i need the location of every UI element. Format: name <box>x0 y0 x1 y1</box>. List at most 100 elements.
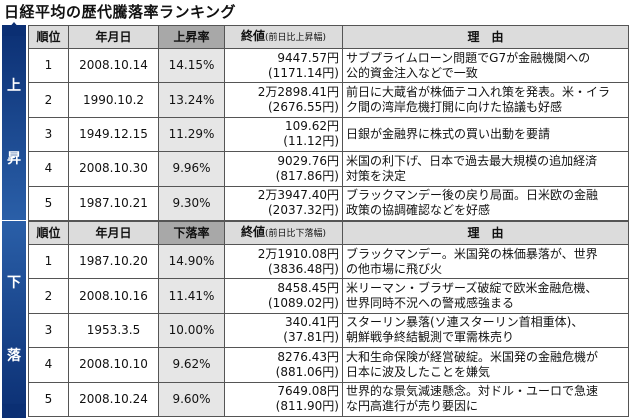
close-value: 7649.08円 <box>277 384 339 399</box>
table-row: 5 1987.10.21 9.30% 2万3947.40円 (2037.32円) ブラック… <box>28 185 629 221</box>
rate-cell: 9.60% <box>158 381 225 417</box>
reason-line: 大和生命保険が経営破綻。米国発の金融危機が <box>346 349 599 364</box>
table-row: 4 2008.10.30 9.96% 9029.76円 (817.86円) 米国の利下げ、… <box>28 151 629 187</box>
table-row: 1 1987.10.20 14.90% 2万1910.08円 (3836.48円) ブラッ… <box>28 243 629 280</box>
close-value: 109.62円 <box>285 119 339 134</box>
close-value: 2万1910.08円 <box>257 246 339 261</box>
reason-line: ク間の湾岸危機打開に向けた協議も好感 <box>346 100 563 115</box>
table-header-row: 順位 年月日 下落率 終値(前日比下落幅) 理 由 <box>28 221 629 245</box>
reason-line: ブラックマンデー。米国発の株価暴落が、世界 <box>346 246 598 261</box>
date-cell: 1987.10.20 <box>68 243 159 280</box>
sidebar-fall-char-2: 落 <box>7 347 21 364</box>
rank-cell: 5 <box>28 185 69 221</box>
rate-cell: 10.00% <box>158 312 225 349</box>
reason-cell: 世界的な景気減速懸念。対ドル・ユーロで急速 な円高進行が売り要因に <box>342 381 629 417</box>
reason-cell: ブラックマンデー。米国発の株価暴落が、世界 の他市場に飛び火 <box>342 243 629 280</box>
rate-cell: 14.90% <box>158 243 225 280</box>
reason-line: 日本に波及したことを嫌気 <box>346 364 491 379</box>
rise-ranking-table: 順位 年月日 上昇率 終値(前日比上昇幅) 理 由 1 2008.10.14 14.… <box>28 25 629 221</box>
close-value: 8276.43円 <box>277 349 339 364</box>
reason-line: 米リーマン・ブラザーズ破綻で欧米金融危機、 <box>346 281 598 296</box>
reason-cell: 日銀が金融界に株式の買い出動を要請 <box>342 116 629 153</box>
reason-line: 対策を決定 <box>346 168 407 183</box>
rank-cell: 4 <box>28 151 69 187</box>
reason-line: 世界的な景気減速懸念。対ドル・ユーロで急速 <box>346 384 599 399</box>
rate-cell: 9.62% <box>158 347 225 383</box>
sidebar-fall: 下 落 <box>2 221 26 418</box>
date-cell: 2008.10.14 <box>68 47 159 84</box>
header-close-label: 終値 <box>240 224 265 239</box>
header-rank: 順位 <box>28 221 69 245</box>
reason-line: 公的資金注入などで一致 <box>346 65 478 80</box>
close-value: 9447.57円 <box>277 50 339 65</box>
header-date: 年月日 <box>68 25 159 49</box>
rate-cell: 14.15% <box>158 47 225 84</box>
reason-cell: サブプライムローン問題でG7が金融機関への 公的資金注入などで一致 <box>342 47 629 84</box>
rank-cell: 1 <box>28 47 69 84</box>
close-cell: 8276.43円 (881.06円) <box>224 347 343 383</box>
header-close-label: 終値 <box>240 28 265 43</box>
arrow-down-icon <box>2 404 26 418</box>
date-cell: 1953.3.5 <box>68 312 159 349</box>
reason-cell: 米リーマン・ブラザーズ破綻で欧米金融危機、 世界同時不況への警戒感強まる <box>342 278 629 314</box>
close-value: 2万2898.41円 <box>257 85 339 100</box>
header-fall-rate: 下落率 <box>158 221 225 245</box>
date-cell: 1987.10.21 <box>68 185 159 221</box>
table-row: 1 2008.10.14 14.15% 9447.57円 (1171.14円) サブプライ… <box>28 47 629 84</box>
rate-cell: 11.29% <box>158 116 225 153</box>
rate-cell: 13.24% <box>158 82 225 118</box>
change-value: (881.06円) <box>275 364 339 379</box>
reason-cell: スターリン暴落(ソ連スターリン首相重体)、 朝鮮戦争終結観測で軍需株売り <box>342 312 629 349</box>
rank-cell: 5 <box>28 381 69 417</box>
close-cell: 2万1910.08円 (3836.48円) <box>224 243 343 280</box>
close-cell: 9447.57円 (1171.14円) <box>224 47 343 84</box>
date-cell: 2008.10.24 <box>68 381 159 417</box>
reason-cell: ブラックマンデー後の戻り局面。日米欧の金融 政策の協調確認などを好感 <box>342 185 629 221</box>
rank-cell: 1 <box>28 243 69 280</box>
change-value: (3836.48円) <box>268 261 339 276</box>
rank-cell: 2 <box>28 278 69 314</box>
close-cell: 9029.76円 (817.86円) <box>224 151 343 187</box>
reason-line: 米国の利下げ、日本で過去最大規模の追加経済 <box>346 153 598 168</box>
rank-cell: 3 <box>28 116 69 153</box>
close-cell: 2万2898.41円 (2676.55円) <box>224 82 343 118</box>
change-value: (2676.55円) <box>268 100 339 115</box>
header-reason: 理 由 <box>342 25 629 49</box>
sidebar-fall-char-1: 下 <box>7 274 21 291</box>
change-value: (1089.02円) <box>268 296 339 311</box>
reason-line: 日銀が金融界に株式の買い出動を要請 <box>346 126 551 141</box>
table-row: 2 1990.10.2 13.24% 2万2898.41円 (2676.55円) 前日に大… <box>28 82 629 118</box>
rate-cell: 11.41% <box>158 278 225 314</box>
close-value: 2万3947.40円 <box>257 188 339 203</box>
table-row: 2 2008.10.16 11.41% 8458.45円 (1089.02円) 米リーマン… <box>28 278 629 314</box>
reason-line: サブプライムローン問題でG7が金融機関への <box>346 50 591 65</box>
date-cell: 2008.10.10 <box>68 347 159 383</box>
close-value: 8458.45円 <box>277 281 339 296</box>
change-value: (2037.32円) <box>268 203 339 218</box>
header-close: 終値(前日比下落幅) <box>224 221 343 245</box>
reason-cell: 米国の利下げ、日本で過去最大規模の追加経済 対策を決定 <box>342 151 629 187</box>
reason-line: 前日に大蔵省が株価テコ入れ策を発表。米・イラ <box>346 85 611 100</box>
header-reason: 理 由 <box>342 221 629 245</box>
date-cell: 2008.10.16 <box>68 278 159 314</box>
rate-cell: 9.96% <box>158 151 225 187</box>
close-value: 9029.76円 <box>277 153 339 168</box>
close-cell: 2万3947.40円 (2037.32円) <box>224 185 343 221</box>
page-title: 日経平均の歴代騰落率ランキング <box>4 3 237 21</box>
sidebar-rise: 上 昇 <box>2 25 26 220</box>
close-value: 340.41円 <box>285 315 339 330</box>
header-close-sub: (前日比下落幅) <box>264 228 327 239</box>
header-date: 年月日 <box>68 221 159 245</box>
rank-cell: 4 <box>28 347 69 383</box>
header-rank: 順位 <box>28 25 69 49</box>
table-row: 4 2008.10.10 9.62% 8276.43円 (881.06円) 大和生命保険が… <box>28 347 629 383</box>
table-row: 3 1953.3.5 10.00% 340.41円 (37.81円) スターリン暴落(ソ連… <box>28 312 629 349</box>
reason-line: 朝鮮戦争終結観測で軍需株売り <box>346 330 515 345</box>
header-close-sub: (前日比上昇幅) <box>264 32 327 43</box>
table-header-row: 順位 年月日 上昇率 終値(前日比上昇幅) 理 由 <box>28 25 629 49</box>
change-value: (11.12円) <box>283 134 339 149</box>
reason-line: スターリン暴落(ソ連スターリン首相重体)、 <box>346 315 584 330</box>
date-cell: 2008.10.30 <box>68 151 159 187</box>
close-cell: 109.62円 (11.12円) <box>224 116 343 153</box>
close-cell: 7649.08円 (811.90円) <box>224 381 343 417</box>
